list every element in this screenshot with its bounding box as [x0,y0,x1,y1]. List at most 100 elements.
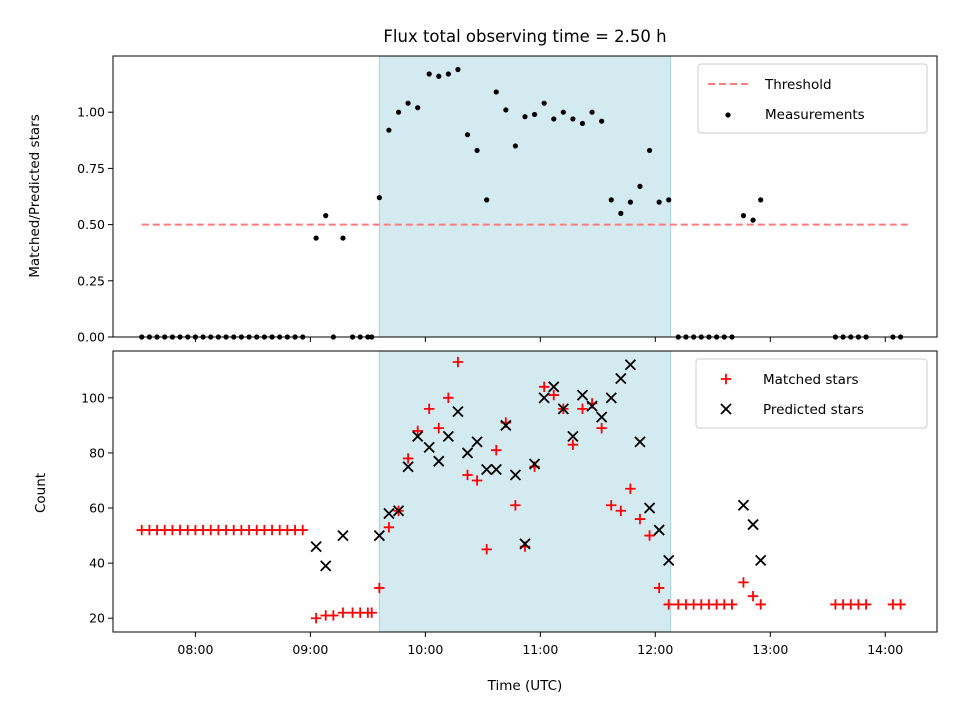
predicted-star-point [634,436,646,448]
predicted-star-point [548,381,560,393]
predicted-star-point [586,400,598,412]
threshold-legend-label: Threshold [764,77,832,93]
predicted-star-point [663,554,675,567]
matched-star-point [297,524,308,536]
y-tick-label: 0.00 [77,330,105,345]
measurements-legend-swatch [725,112,731,118]
matched-star-point [337,607,349,618]
matched-star-point [653,582,665,594]
predicted-star-point [557,403,569,415]
matched-star-point [481,544,492,555]
measurement-point [376,195,382,201]
predicted-star-point [605,392,617,404]
matched-star-point [374,582,385,594]
predicted-star-point [320,560,332,572]
x-tick-label: 09:00 [292,642,328,657]
predicted-legend-label: Predicted stars [763,402,864,418]
measurements-legend-label: Measurements [765,107,865,123]
measurement-point [512,143,519,149]
measurement-point [589,109,595,115]
axes-frame [112,350,938,633]
measurement-point [579,120,586,127]
measurement-point [570,116,576,122]
predicted-star-point [643,502,656,514]
matched-star-point [471,475,483,486]
matched-star-point [491,444,502,456]
measurement-point [405,100,411,106]
measurement-point [340,235,346,241]
predicted-star-point [481,463,493,476]
predicted-star-point [596,411,608,423]
matched-star-point [615,505,627,516]
measurement-point [484,197,490,203]
measurement-point [436,73,442,79]
matched-star-point [738,577,749,588]
predicted-star-point [567,430,579,443]
measurement-point [415,105,421,111]
ratio-panel: 0.00 0.25 0.50 0.75 1.00 Matched/Predict… [27,55,938,345]
matched-legend-swatch [720,373,732,385]
x-tick-label: 08:00 [177,642,213,657]
x-tick-label: 10:00 [407,642,443,657]
matched-star-point [452,356,464,368]
measurement-point [758,197,764,203]
y-tick-label: 1.00 [77,105,105,120]
matched-star-point [634,513,646,525]
matched-star-point [577,403,588,415]
x-tick-label: 11:00 [522,642,558,657]
measurement-point [455,66,461,73]
x-axis-label: Time (UTC) [487,678,563,694]
matched-star-point [596,422,607,434]
matched-star-point [402,453,414,464]
measurement-point [618,210,624,216]
measurement-point [323,213,329,219]
y-tick-label: 0.50 [77,217,105,232]
predicted-star-point [337,529,349,542]
measurement-point [474,147,480,154]
observing-window-band [379,56,671,337]
predicted-star-point [509,469,522,481]
ratio-y-tick-labels: 0.00 0.25 0.50 0.75 1.00 [77,105,105,345]
measurement-point [426,71,432,77]
count-axes [108,350,938,637]
predicted-legend-swatch [720,403,732,415]
matched-legend-label: Matched stars [763,372,859,388]
matched-star-point [895,599,906,610]
matched-star-point [462,469,473,481]
predicted-star-point [653,524,665,536]
predicted-star-point [471,436,483,448]
x-tick-label: 12:00 [637,642,673,657]
matched-star-point [310,613,322,624]
predicted-star-point [423,441,435,454]
count-legend: Matched stars Predicted stars [695,358,928,429]
matched-star-point [663,599,674,610]
observing-window-band [379,351,671,632]
matched-star-point [747,590,759,602]
predicted-star-point [615,372,627,385]
predicted-star-point [737,499,750,511]
x-tick-label: 13:00 [752,642,788,657]
y-tick-label: 40 [89,556,105,571]
predicted-star-point [392,505,405,517]
predicted-star-point [490,463,502,476]
predicted-star-point [461,447,474,459]
measurement-point [541,100,547,106]
predicted-legend-marker [720,403,732,415]
y-tick-label: 0.25 [77,273,105,288]
matched-legend-marker [720,373,732,385]
matched-star-point [443,392,454,404]
predicted-star-point [310,540,322,553]
measurement-point [531,111,538,118]
measurement-point [666,197,672,203]
predicted-star-point [452,405,464,418]
matched-star-point [606,500,617,511]
measurement-point [522,114,528,120]
y-tick-label: 80 [89,445,105,460]
ratio-legend: Threshold Measurements [697,63,928,134]
measurement-point [503,107,509,113]
matched-star-point [726,599,738,610]
matched-star-point [548,389,559,401]
y-tick-label: 100 [81,390,105,405]
matched-star-point [423,403,435,415]
